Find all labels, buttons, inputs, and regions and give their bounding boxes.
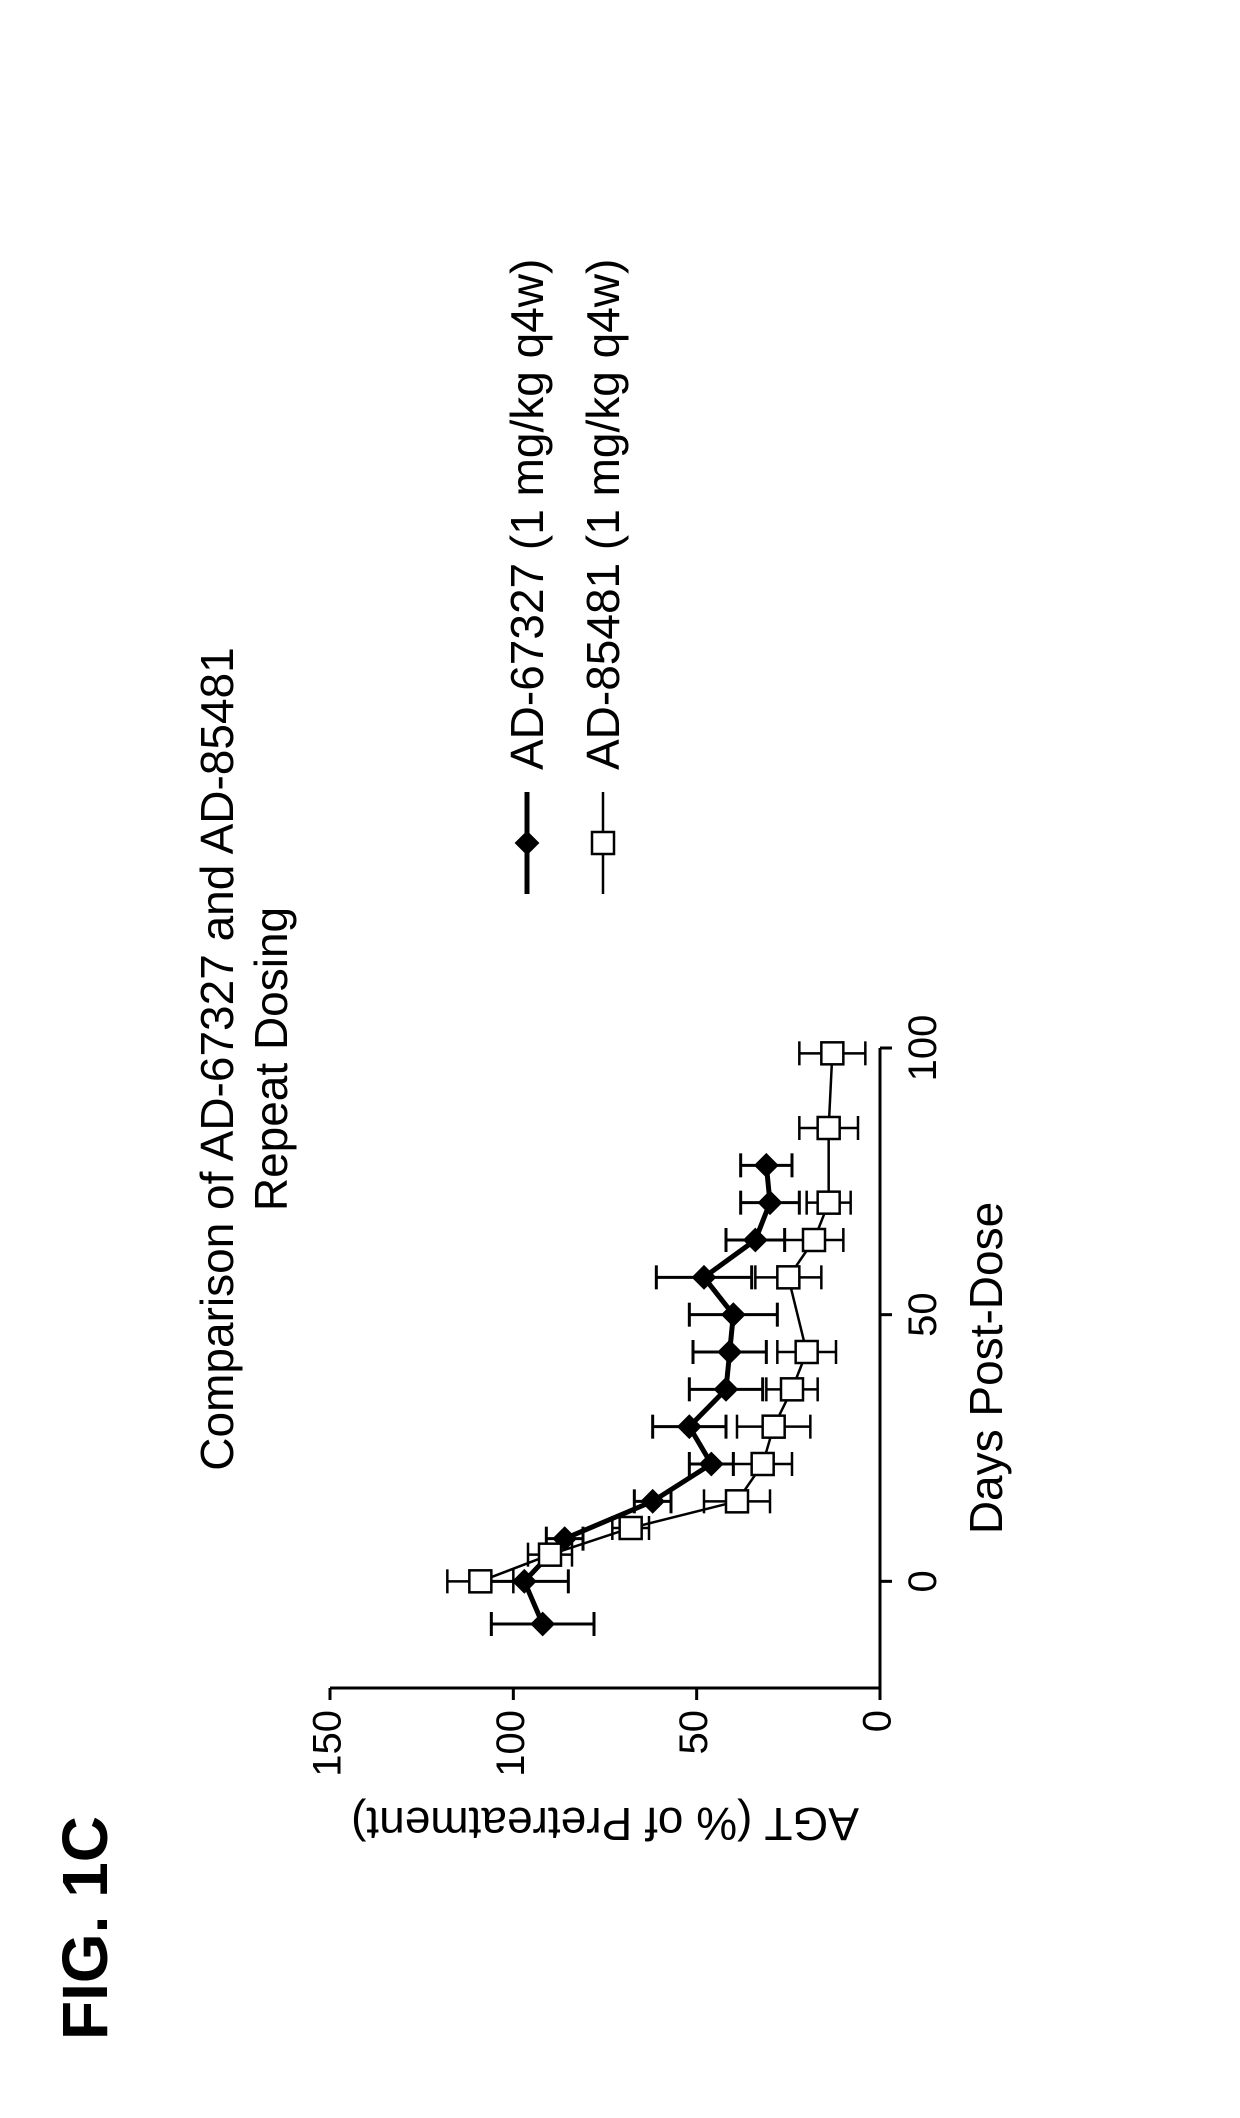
y-tick-label: 0 bbox=[856, 1710, 900, 1732]
legend-label: AD-85481 (1 mg/kg q4w) bbox=[576, 259, 630, 770]
marker-square bbox=[818, 1117, 840, 1139]
legend: AD-67327 (1 mg/kg q4w) AD-85481 (1 mg/kg … bbox=[500, 259, 630, 898]
marker-square bbox=[726, 1490, 748, 1512]
marker-square bbox=[763, 1416, 785, 1438]
legend-swatch-icon bbox=[509, 788, 545, 898]
legend-item-ad85481: AD-85481 (1 mg/kg q4w) bbox=[576, 259, 630, 898]
marker-diamond bbox=[759, 1192, 781, 1214]
legend-swatch-icon bbox=[585, 788, 621, 898]
marker-square bbox=[821, 1042, 843, 1064]
marker-diamond bbox=[532, 1613, 554, 1635]
marker-square bbox=[781, 1378, 803, 1400]
marker-square bbox=[777, 1266, 799, 1288]
x-tick-label: 50 bbox=[901, 1292, 945, 1337]
marker-square bbox=[752, 1453, 774, 1475]
marker-diamond bbox=[719, 1341, 741, 1363]
legend-item-ad67327: AD-67327 (1 mg/kg q4w) bbox=[500, 259, 554, 898]
legend-label: AD-67327 (1 mg/kg q4w) bbox=[500, 259, 554, 770]
marker-square bbox=[620, 1517, 642, 1539]
marker-square bbox=[818, 1192, 840, 1214]
x-tick-label: 100 bbox=[901, 1015, 945, 1082]
marker-diamond bbox=[755, 1154, 777, 1176]
x-axis-label: Days Post-Dose bbox=[960, 1202, 1012, 1534]
y-axis-label: AGT (% of Pretreatment) bbox=[351, 1798, 859, 1850]
x-tick-label: 0 bbox=[901, 1570, 945, 1592]
y-tick-label: 50 bbox=[672, 1710, 716, 1755]
y-tick-label: 100 bbox=[489, 1710, 533, 1777]
marker-square bbox=[803, 1229, 825, 1251]
marker-square bbox=[469, 1570, 491, 1592]
rotated-figure-container: FIG. 1C Comparison of AD-67327 and AD-85… bbox=[0, 0, 1240, 2118]
y-tick-label: 150 bbox=[306, 1710, 350, 1777]
marker-square bbox=[539, 1544, 561, 1566]
marker-square bbox=[796, 1341, 818, 1363]
